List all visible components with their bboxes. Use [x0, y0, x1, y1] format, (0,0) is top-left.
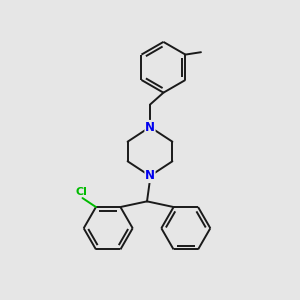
Text: N: N	[145, 121, 155, 134]
Text: N: N	[145, 169, 155, 182]
Text: Cl: Cl	[75, 187, 87, 196]
